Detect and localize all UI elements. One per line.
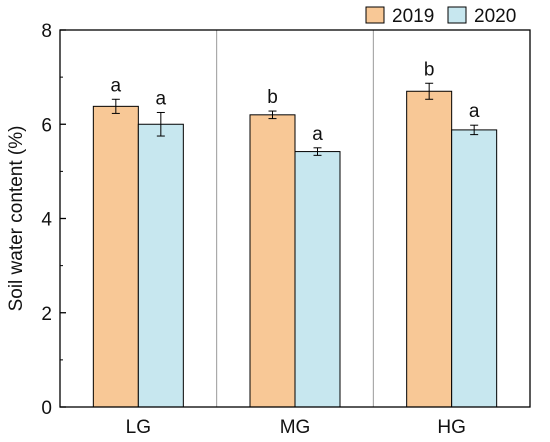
bars-group [92, 90, 498, 408]
x-tick-label-hg: HG [437, 417, 466, 438]
legend-item-2020: 2020 [447, 6, 516, 27]
legend-swatch [365, 6, 385, 24]
error-bar-mg-2020 [313, 147, 322, 156]
bar-mg-2019 [249, 114, 296, 408]
category-dividers [216, 30, 374, 407]
significance-label: a [312, 124, 323, 145]
y-tick-label: 4 [41, 210, 52, 231]
error-bar-mg-2019 [268, 110, 277, 120]
bar-lg-2019 [92, 105, 139, 408]
significance-label: b [424, 59, 435, 80]
error-bar-hg-2019 [425, 82, 434, 100]
legend-swatch [447, 6, 467, 24]
error-bar-lg-2020 [156, 111, 165, 137]
significance-label: a [111, 75, 122, 96]
y-tick-label: 0 [41, 398, 52, 419]
bar-hg-2020 [451, 129, 498, 408]
legend-item-2019: 2019 [365, 6, 434, 27]
bar-hg-2019 [406, 90, 453, 408]
legend: 2019 2020 [365, 6, 516, 27]
y-tick-label: 6 [41, 115, 52, 136]
significance-label: a [156, 88, 167, 109]
y-tick-label: 8 [41, 21, 52, 42]
significance-label: a [469, 101, 480, 122]
y-axis-title: Soil water content (%) [6, 126, 27, 312]
y-tick-label: 2 [41, 304, 52, 325]
error-bars-group [111, 82, 479, 156]
y-axis: 0 2 4 6 8 [41, 21, 66, 419]
legend-label: 2020 [474, 6, 516, 27]
x-tick-label-mg: MG [280, 417, 311, 438]
error-bar-hg-2020 [470, 124, 479, 136]
error-bar-lg-2019 [111, 98, 120, 114]
significance-label: b [267, 87, 278, 108]
bar-mg-2020 [294, 151, 341, 408]
legend-label: 2019 [392, 6, 434, 27]
significance-labels-group: a a b a b a [111, 59, 480, 145]
x-axis: LG MG HG [126, 417, 466, 438]
bar-lg-2020 [137, 123, 184, 408]
x-tick-label-lg: LG [126, 417, 151, 438]
